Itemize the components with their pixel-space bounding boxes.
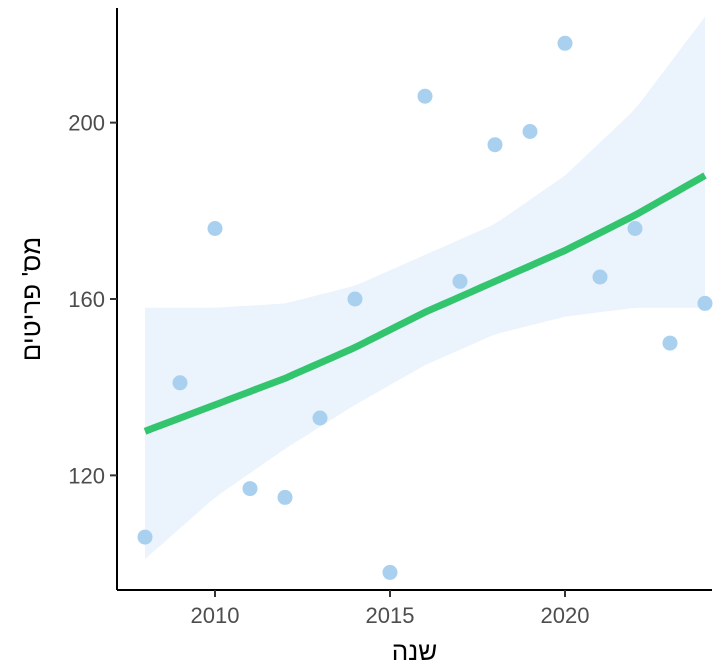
data-point-2012 (277, 489, 293, 505)
data-point-2022 (627, 221, 643, 236)
data-point-2020 (557, 35, 573, 51)
data-point-2011 (242, 481, 258, 497)
points-layer (137, 35, 713, 580)
x-tick-label-2020: 2020 (541, 603, 590, 628)
trend-line-layer (143, 172, 707, 435)
data-point-2016 (417, 88, 433, 104)
data-point-2013 (312, 410, 328, 426)
data-point-2014 (347, 291, 363, 307)
data-point-2018 (487, 137, 503, 153)
y-axis-title: מס' פריטים (16, 237, 46, 361)
x-tick-label-2015: 2015 (366, 603, 415, 628)
x-axis-title: שנה (392, 636, 438, 666)
y-tick-label-160: 160 (68, 287, 105, 312)
data-point-2024 (697, 295, 713, 311)
data-point-2008 (137, 529, 153, 545)
data-point-2010 (207, 221, 223, 236)
x-tick-label-2010: 2010 (191, 603, 240, 628)
y-tick-label-200: 200 (68, 111, 105, 136)
trend-line (143, 172, 707, 435)
data-point-2009 (172, 375, 188, 391)
data-point-2015 (382, 564, 398, 580)
confidence-band-layer (145, 16, 705, 560)
y-ticks: 120 160 200 (68, 111, 117, 488)
data-point-2017 (452, 273, 468, 289)
data-point-2023 (662, 335, 678, 351)
data-point-2019 (522, 124, 538, 139)
y-tick-label-120: 120 (68, 463, 105, 488)
data-point-2021 (592, 269, 608, 285)
confidence-band (145, 16, 705, 560)
x-ticks: 2010 2015 2020 (191, 590, 590, 628)
